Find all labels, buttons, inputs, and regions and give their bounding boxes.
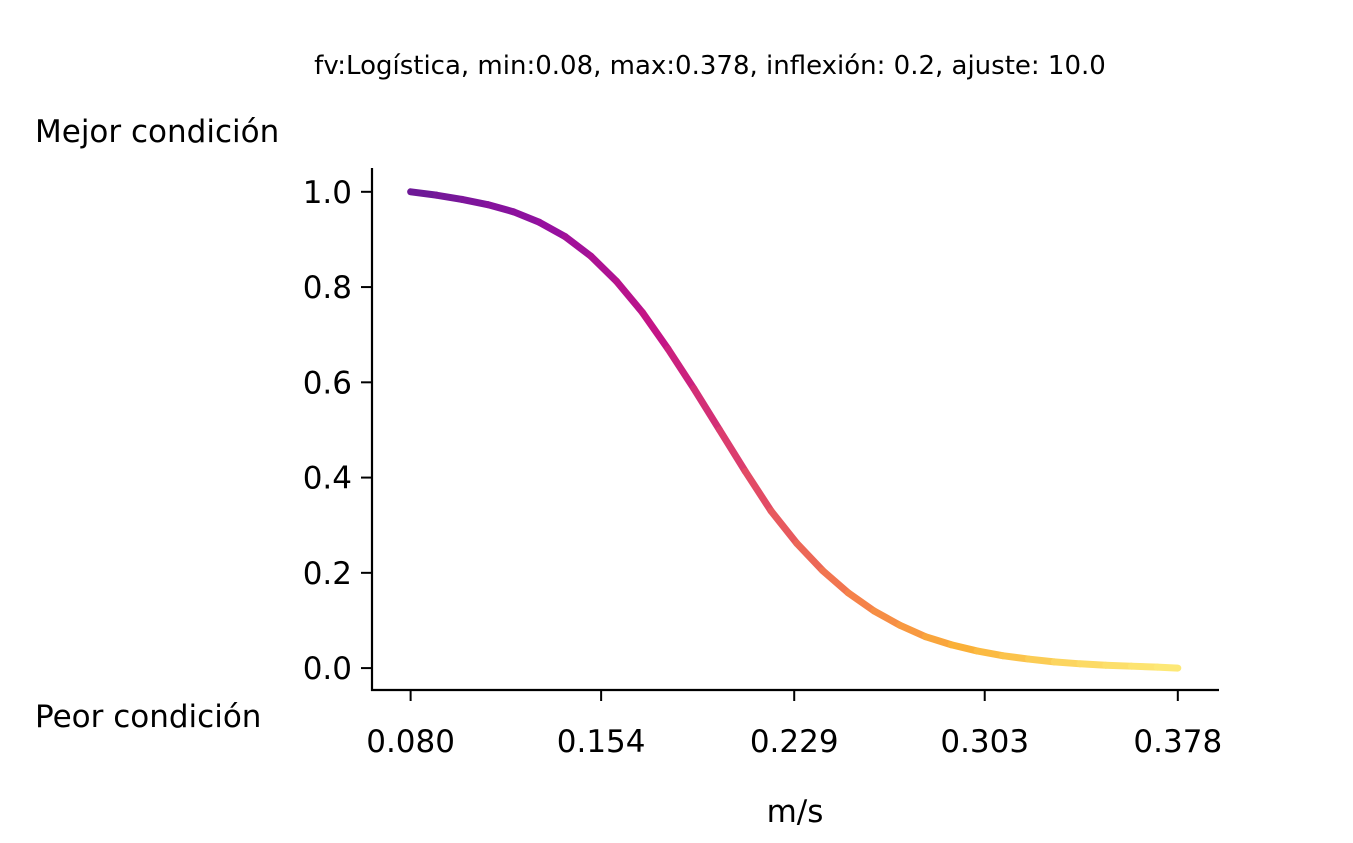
curve-segment — [1102, 661, 1135, 670]
curve-segment — [613, 277, 646, 316]
curve-segment — [1050, 658, 1084, 668]
curve-segment — [973, 647, 1007, 660]
curve-segment — [819, 566, 852, 597]
curve-segment — [767, 507, 801, 547]
curve-segment — [1076, 660, 1110, 669]
y-tick-label: 0.2 — [303, 556, 352, 592]
curve-segment — [638, 308, 672, 353]
y-axis-top-label: Mejor condición — [35, 114, 279, 150]
y-tick-label: 0.6 — [303, 365, 352, 401]
chart-title: fv:Logística, min:0.08, max:0.378, infle… — [314, 51, 1106, 81]
x-tick-label: 0.154 — [557, 724, 646, 760]
curve-segment — [716, 426, 749, 475]
x-axis-label: m/s — [767, 794, 824, 830]
curve-segment — [999, 652, 1032, 663]
curve-segment — [587, 252, 621, 285]
curve-segment — [690, 385, 724, 434]
curve-segment — [561, 233, 595, 260]
x-tick-label: 0.229 — [750, 724, 839, 760]
curve-segment — [510, 208, 543, 226]
curve-segment — [844, 589, 878, 615]
curve-segment — [1153, 663, 1182, 672]
y-tick-label: 0.4 — [303, 461, 352, 497]
curve-segment — [432, 191, 466, 203]
curve-segment — [741, 467, 775, 515]
curve-segment — [870, 607, 904, 629]
curve-segment — [458, 195, 492, 209]
y-axis-ticks: 0.0 0.2 0.4 0.6 0.8 1.0 — [303, 175, 372, 687]
curve-series — [407, 188, 1182, 672]
curve-segment — [484, 201, 518, 216]
curve-segment — [1024, 655, 1058, 666]
curve-segment — [407, 188, 440, 199]
curve-segment — [947, 641, 981, 655]
curve-segment — [664, 345, 698, 393]
curve-segment — [535, 218, 569, 241]
x-tick-label: 0.080 — [366, 724, 455, 760]
y-tick-label: 1.0 — [303, 175, 352, 211]
x-axis-ticks: 0.080 0.154 0.229 0.303 0.378 — [366, 690, 1222, 760]
curve-segment — [793, 539, 827, 574]
curve-segment — [1127, 662, 1161, 671]
x-tick-label: 0.378 — [1133, 724, 1222, 760]
x-tick-label: 0.303 — [940, 724, 1029, 760]
y-tick-label: 0.0 — [303, 651, 352, 687]
y-axis-bottom-label: Peor condición — [35, 699, 261, 735]
y-tick-label: 0.8 — [303, 270, 352, 306]
curve-segment — [896, 621, 930, 641]
curve-segment — [922, 633, 955, 649]
